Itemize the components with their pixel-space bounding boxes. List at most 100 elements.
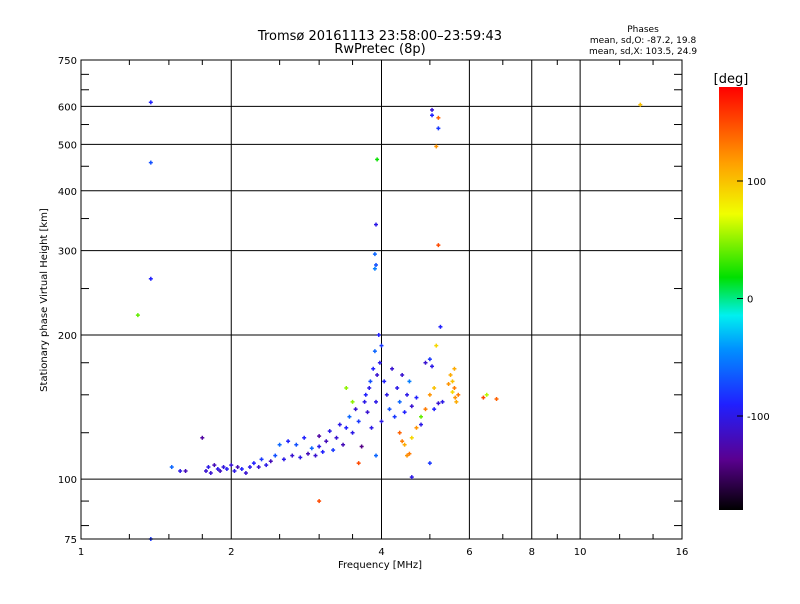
data-point <box>372 252 377 257</box>
data-point <box>148 276 153 281</box>
data-point <box>400 372 405 377</box>
data-point <box>281 457 286 462</box>
data-point <box>259 457 264 462</box>
data-point <box>286 439 291 444</box>
data-point <box>374 222 379 227</box>
data-point <box>419 414 424 419</box>
data-point <box>375 157 380 162</box>
data-point <box>372 266 377 271</box>
data-point <box>430 113 435 118</box>
data-point <box>317 499 322 504</box>
x-tick-label: 6 <box>466 547 472 558</box>
data-point <box>407 451 412 456</box>
data-point <box>450 390 455 395</box>
x-tick-label: 4 <box>378 547 384 558</box>
data-point <box>367 385 372 390</box>
data-point <box>331 448 336 453</box>
data-point <box>309 446 314 451</box>
data-point <box>450 379 455 384</box>
data-point <box>368 379 373 384</box>
colorbar-label: [deg] <box>714 72 749 87</box>
data-point <box>414 425 419 430</box>
data-point <box>436 401 441 406</box>
data-point <box>423 360 428 365</box>
x-tick-label: 1 <box>78 547 84 558</box>
colorbar-ticks: 100 0 -100 <box>737 177 770 423</box>
legend-title: Phases <box>627 25 659 35</box>
data-point <box>208 471 213 476</box>
data-point <box>375 372 380 377</box>
data-point <box>347 414 352 419</box>
data-point <box>374 262 379 267</box>
y-tick-label: 200 <box>58 331 77 342</box>
data-point <box>427 357 432 362</box>
x-tick-label: 16 <box>676 547 689 558</box>
y-tick-label: 750 <box>58 56 77 67</box>
data-point <box>268 459 273 464</box>
data-point <box>419 422 424 427</box>
data-point <box>203 468 208 473</box>
data-point <box>434 343 439 348</box>
data-point <box>374 399 379 404</box>
data-point <box>436 115 441 120</box>
data-point <box>183 468 188 473</box>
data-point <box>148 160 153 165</box>
data-point <box>344 425 349 430</box>
data-point <box>446 381 451 386</box>
y-tick-label: 100 <box>58 475 77 486</box>
data-point <box>221 465 226 470</box>
data-point <box>372 349 377 354</box>
data-point <box>239 467 244 472</box>
x-tick-label: 10 <box>574 547 587 558</box>
data-points <box>135 100 643 541</box>
data-point <box>327 429 332 434</box>
data-point <box>148 100 153 105</box>
data-point <box>356 419 361 424</box>
data-point <box>356 461 361 466</box>
data-point <box>384 392 389 397</box>
data-point <box>317 444 322 449</box>
data-point <box>200 435 205 440</box>
data-point <box>235 465 240 470</box>
data-point <box>264 463 269 468</box>
data-point <box>362 399 367 404</box>
data-point <box>344 385 349 390</box>
data-point <box>306 451 311 456</box>
y-tick-label: 300 <box>58 247 77 258</box>
data-point <box>135 313 140 318</box>
data-point <box>481 395 486 400</box>
grid <box>81 60 682 539</box>
data-point <box>251 461 256 466</box>
data-point <box>402 410 407 415</box>
data-point <box>215 467 220 472</box>
data-point <box>454 399 459 404</box>
data-point <box>232 468 237 473</box>
data-point <box>407 379 412 384</box>
data-point <box>374 453 379 458</box>
x-axis-label: Frequency [MHz] <box>338 560 422 571</box>
data-point <box>320 449 325 454</box>
data-point <box>369 425 374 430</box>
data-point <box>206 465 211 470</box>
colorbar-tick-label: 0 <box>747 295 753 306</box>
data-point <box>334 435 339 440</box>
colorbar-tick-label: 100 <box>747 177 766 188</box>
data-point <box>427 392 432 397</box>
data-point <box>178 468 183 473</box>
data-point <box>430 364 435 369</box>
x-tick-label: 2 <box>228 547 234 558</box>
legend-o-stats: mean, sd,O: -87.2, 19.8 <box>590 36 697 46</box>
legend-x-stats: mean, sd,X: 103.5, 24.9 <box>589 47 697 57</box>
data-point <box>359 444 364 449</box>
data-point <box>337 422 342 427</box>
data-point <box>440 399 445 404</box>
data-point <box>409 435 414 440</box>
data-point <box>436 126 441 131</box>
data-point <box>224 467 229 472</box>
x-tick-label: 8 <box>529 547 535 558</box>
data-point <box>423 407 428 412</box>
data-point <box>436 243 441 248</box>
y-tick-label: 75 <box>64 535 77 546</box>
data-point <box>432 407 437 412</box>
